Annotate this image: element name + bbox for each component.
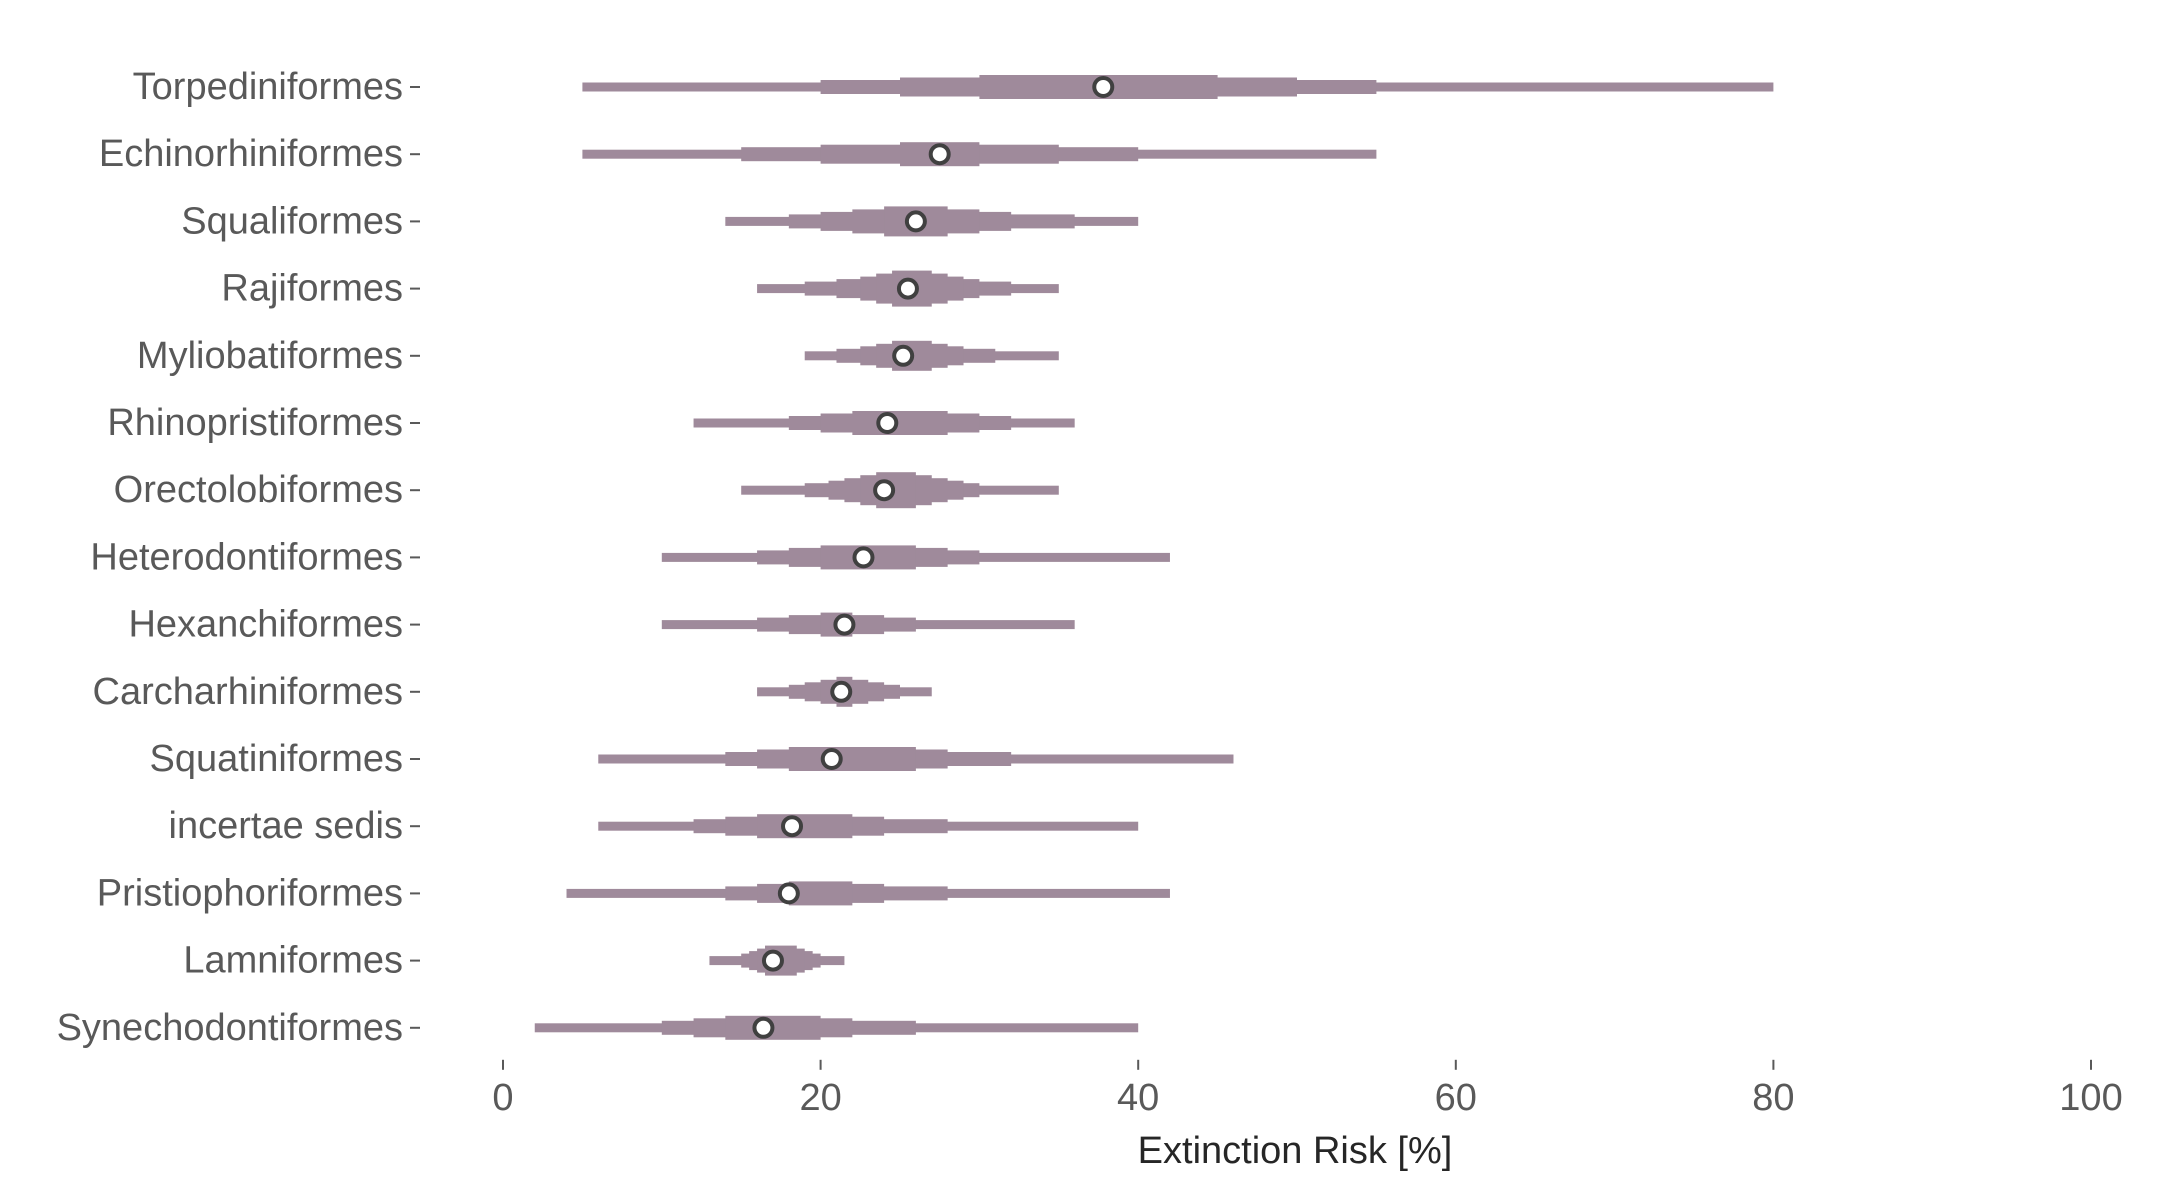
x-tick-label: 20: [799, 1077, 841, 1119]
y-tick-label: Echinorhiniformes: [99, 133, 403, 175]
point-estimate: [892, 344, 915, 367]
y-tick-label: incertae sedis: [169, 805, 403, 847]
point-estimate: [752, 1016, 775, 1039]
point-estimate: [928, 143, 951, 166]
x-tick-label: 60: [1435, 1077, 1477, 1119]
points-layer: [752, 76, 1115, 1039]
point-estimate: [896, 277, 919, 300]
x-axis: 0 20 40 60 80 100: [492, 1059, 2123, 1119]
y-tick-label: Squaliformes: [181, 200, 403, 242]
point-estimate: [1092, 76, 1115, 98]
x-tick-label: 0: [492, 1077, 513, 1119]
point-estimate: [820, 748, 843, 770]
point-estimate: [852, 546, 875, 569]
x-tick-label: 100: [2059, 1077, 2122, 1119]
y-tick-label: Squatiniformes: [150, 738, 403, 780]
point-estimate: [777, 882, 800, 905]
y-tick-label: Hexanchiformes: [128, 604, 403, 646]
point-estimate: [781, 815, 804, 838]
interval-band: [852, 411, 948, 435]
point-estimate: [904, 210, 927, 233]
y-tick-label: Pristiophoriformes: [97, 872, 403, 914]
x-axis-title: Extinction Risk [%]: [1138, 1130, 1453, 1172]
y-tick-label: Rhinopristiformes: [107, 402, 403, 444]
point-estimate: [876, 412, 899, 434]
y-tick-label: Synechodontiformes: [57, 1007, 403, 1049]
point-estimate: [830, 680, 853, 703]
y-tick-label: Rajiformes: [221, 268, 403, 310]
y-tick-label: Lamniformes: [183, 940, 403, 982]
x-tick-label: 80: [1752, 1077, 1794, 1119]
y-tick-label: Torpediniformes: [133, 66, 403, 108]
point-estimate: [833, 613, 856, 636]
point-estimate: [761, 949, 784, 972]
interval-band: [788, 747, 916, 771]
interval-band: [757, 814, 853, 839]
y-axis: Torpediniformes Echinorhiniformes Squalifo…: [57, 66, 420, 1049]
intervals-layer: [534, 75, 1774, 1040]
y-tick-label: Heterodontiformes: [90, 536, 403, 578]
x-tick-label: 40: [1117, 1077, 1159, 1119]
y-tick-label: Orectolobiformes: [114, 469, 403, 511]
y-tick-label: Myliobatiformes: [137, 335, 403, 377]
point-estimate: [873, 479, 896, 502]
y-tick-label: Carcharhiniformes: [93, 671, 403, 713]
